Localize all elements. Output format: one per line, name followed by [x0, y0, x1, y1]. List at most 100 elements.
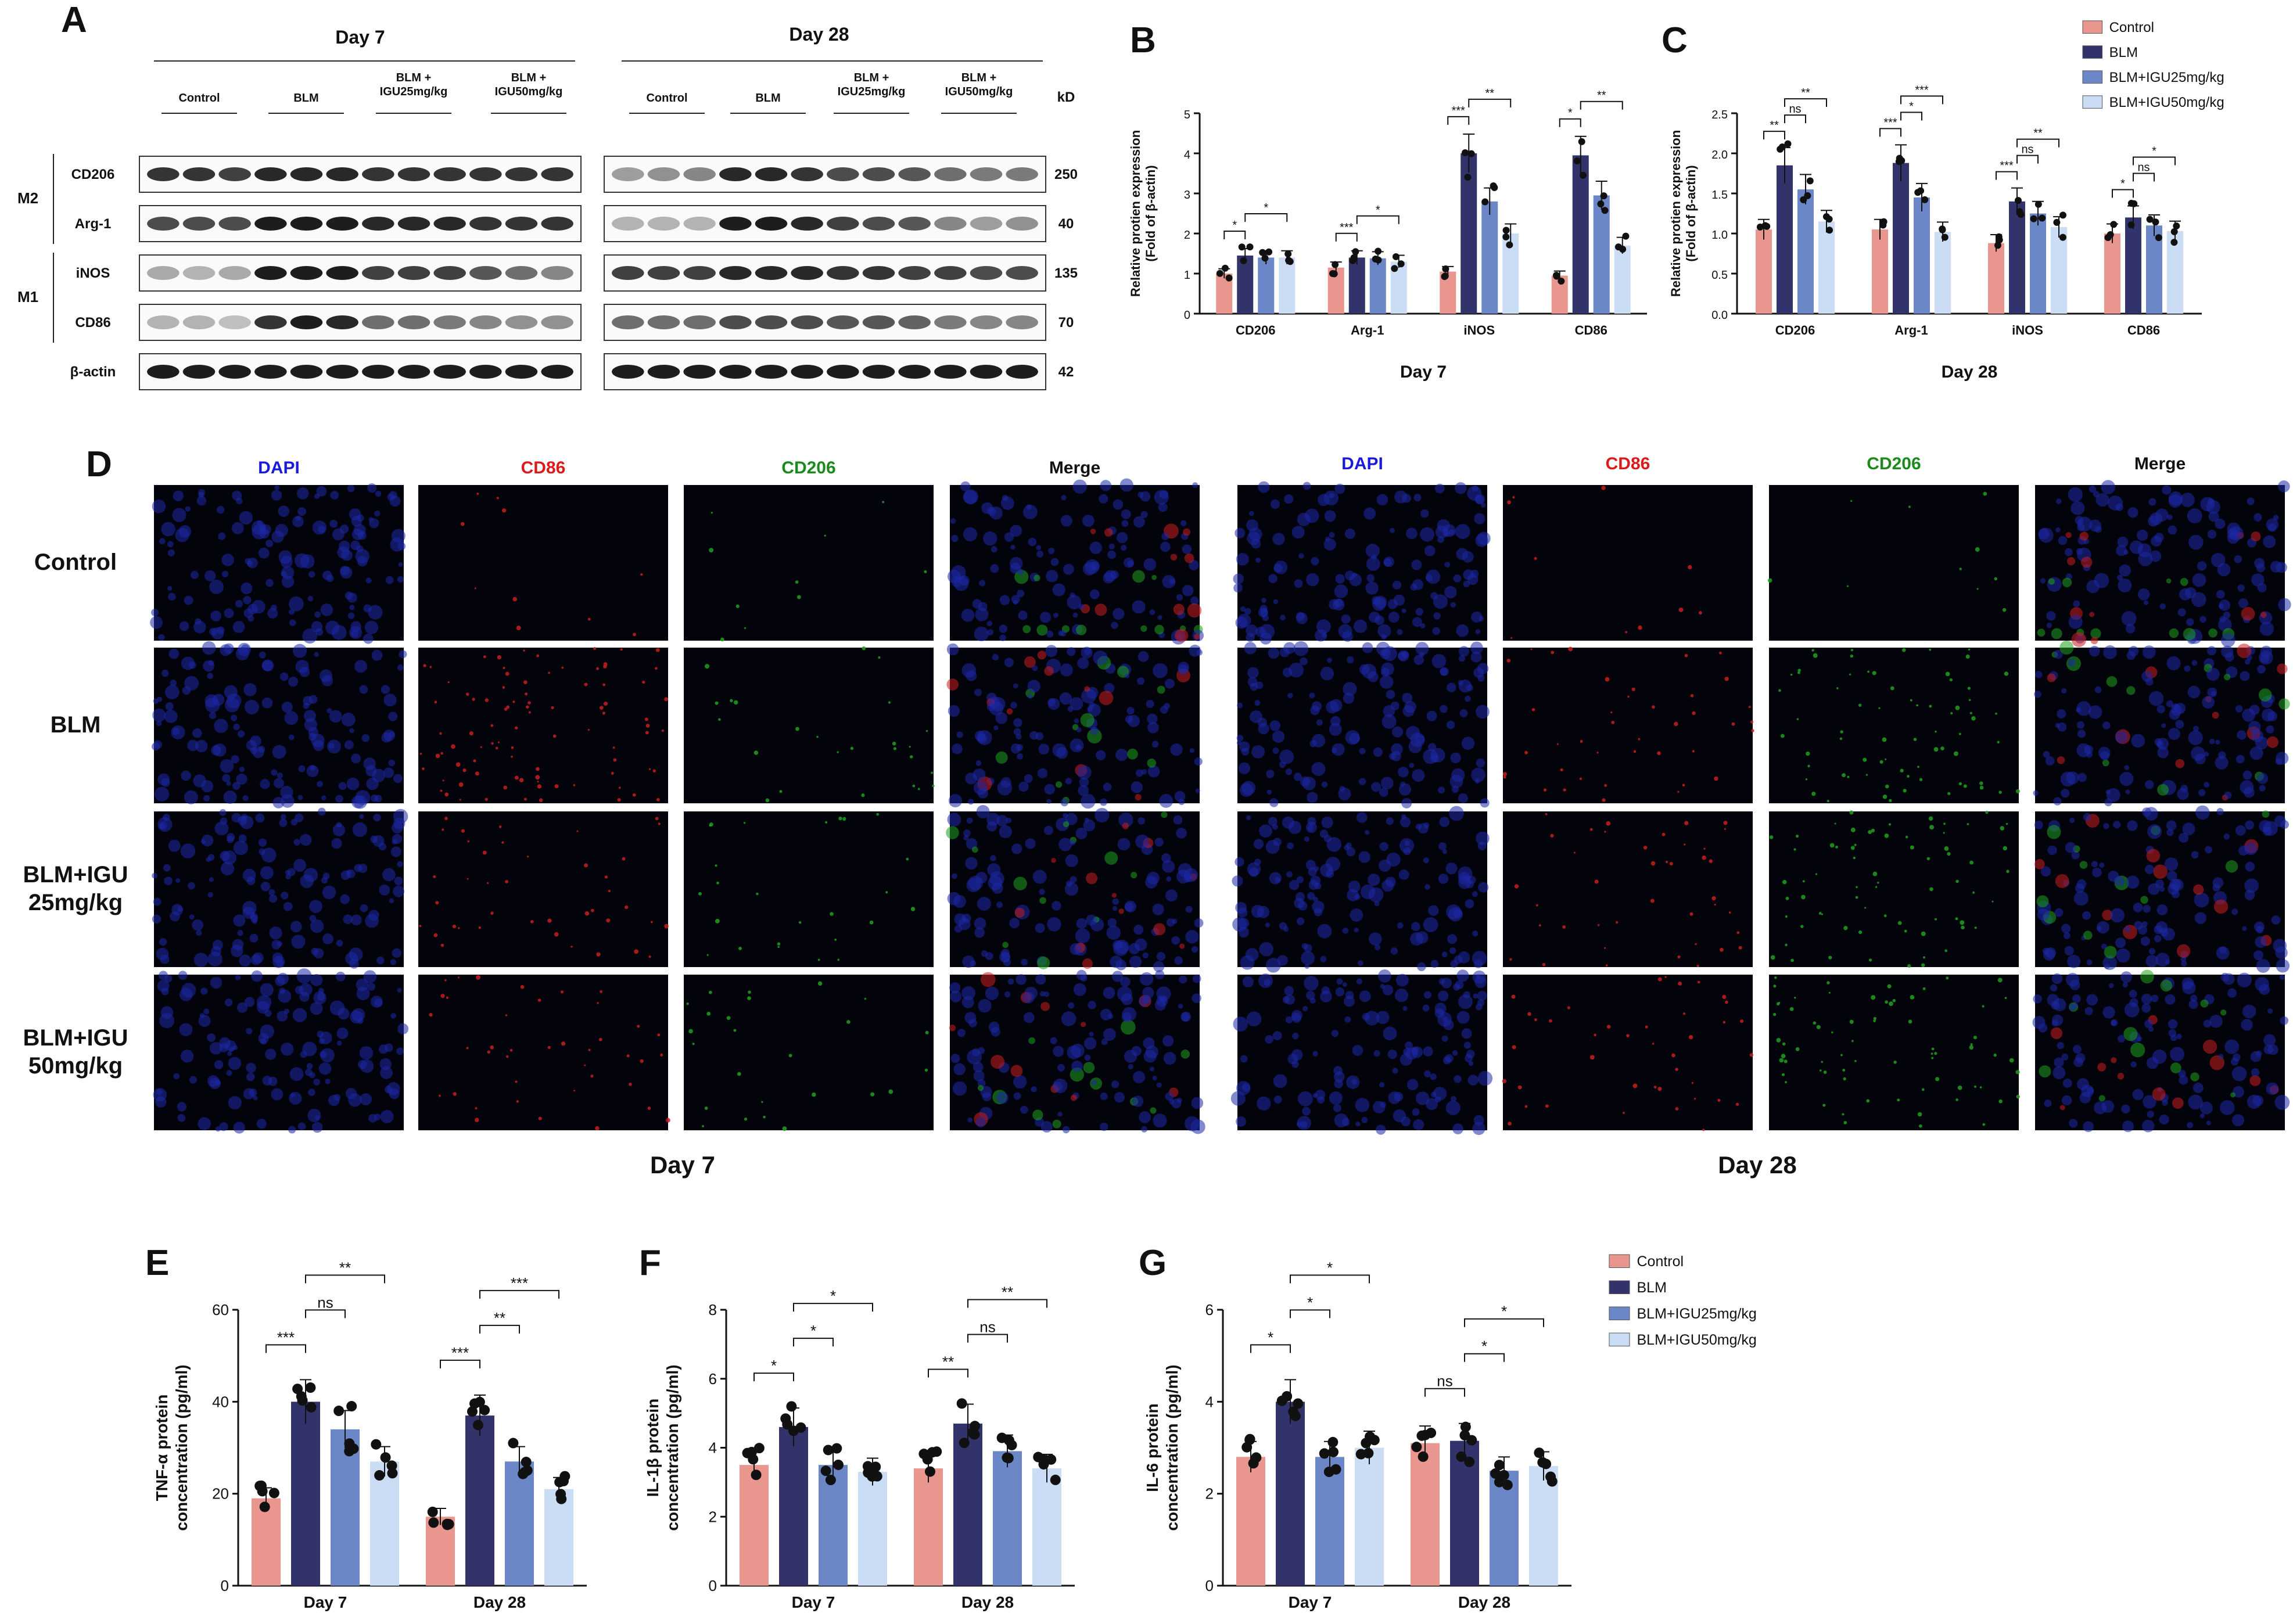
cell-dot	[2175, 720, 2184, 729]
cell-dot	[2156, 705, 2165, 714]
cell-dot	[1435, 483, 1445, 494]
cell-dot	[242, 868, 256, 882]
cell-dot	[2207, 687, 2217, 698]
cell-dot	[1164, 678, 1175, 689]
cell-dot	[480, 746, 482, 748]
cell-dot	[170, 680, 177, 687]
sig-bracket	[1784, 98, 1827, 107]
cell-dot	[1279, 647, 1290, 657]
cell-dot	[1320, 955, 1327, 962]
blot-band	[827, 217, 859, 231]
cell-dot	[2255, 936, 2267, 948]
cell-dot	[1140, 491, 1151, 502]
cell-dot	[235, 975, 241, 980]
cell-dot	[1297, 1091, 1313, 1106]
cell-dot	[1365, 830, 1370, 835]
cell-dot	[1382, 985, 1394, 996]
blot-band	[469, 365, 502, 379]
data-point	[1418, 1451, 1429, 1462]
cell-dot	[2230, 1092, 2235, 1098]
cell-dot	[2061, 924, 2071, 933]
cell-dot	[1326, 700, 1339, 714]
blot-band	[934, 365, 967, 379]
kd-value: 70	[1058, 315, 1074, 330]
label-line: *	[1268, 1328, 1273, 1346]
cell-dot	[357, 1018, 364, 1025]
cell-dot	[154, 786, 170, 802]
label-line: *	[1501, 1303, 1507, 1320]
cell-dot	[2175, 759, 2185, 768]
cell-dot	[1451, 1095, 1457, 1102]
data-point	[1804, 192, 1811, 199]
data-point	[922, 1454, 933, 1465]
cell-dot	[2129, 540, 2144, 554]
cell-dot	[1882, 737, 1887, 742]
data-point	[1880, 218, 1887, 225]
cell-dot	[1085, 559, 1100, 574]
cell-dot	[2192, 725, 2199, 732]
cell-dot	[1850, 846, 1855, 850]
cell-dot	[1124, 902, 1134, 912]
cell-dot	[1807, 764, 1810, 768]
cell-dot	[2256, 563, 2266, 573]
cell-dot	[277, 772, 284, 779]
bar	[2051, 227, 2067, 314]
label-line: 4	[1184, 149, 1190, 161]
cell-dot	[2040, 866, 2051, 877]
cell-dot	[153, 698, 159, 704]
cell-dot	[1233, 573, 1244, 585]
cell-dot	[1935, 730, 1937, 733]
label-line: 3	[1184, 189, 1190, 202]
cell-dot	[756, 892, 759, 896]
cell-dot	[946, 643, 959, 656]
cell-dot	[2176, 1033, 2182, 1040]
cell-dot	[1378, 969, 1391, 983]
sig-label: *	[1232, 219, 1237, 232]
group-label-day7: Control	[178, 92, 220, 105]
sig-bracket	[2133, 156, 2176, 166]
cell-dot	[1239, 783, 1254, 797]
cell-dot	[964, 1012, 977, 1024]
cell-dot	[1458, 655, 1465, 662]
bar	[993, 1451, 1022, 1586]
cell-dot	[1387, 1050, 1398, 1059]
data-point	[833, 1459, 844, 1470]
cell-dot	[1358, 851, 1370, 863]
cell-dot	[372, 835, 385, 847]
cell-dot	[2082, 911, 2091, 920]
cell-dot	[2229, 526, 2244, 541]
cell-dot	[647, 1106, 651, 1110]
cell-dot	[2220, 972, 2230, 982]
m1-label: M1	[17, 288, 38, 306]
cell-dot	[1506, 659, 1511, 663]
cell-dot	[2168, 1019, 2178, 1029]
cell-dot	[429, 666, 432, 669]
cell-dot	[1979, 781, 1983, 785]
cell-dot	[1677, 955, 1681, 959]
cell-dot	[1074, 718, 1079, 724]
cell-dot	[1002, 494, 1009, 501]
blot-band	[791, 217, 823, 231]
label-line: (Fold of β-actin)	[1684, 165, 1698, 261]
cell-dot	[1282, 667, 1293, 678]
cell-dot	[2076, 701, 2091, 716]
cell-dot	[1056, 781, 1063, 788]
cell-dot	[1046, 799, 1052, 804]
cell-dot	[2169, 879, 2181, 891]
label-line: BLM+IGU25mg/kg	[1637, 1306, 1757, 1322]
cell-dot	[314, 493, 320, 499]
cell-dot	[995, 712, 1008, 724]
tile-bg	[418, 811, 668, 967]
cell-dot	[2187, 508, 2202, 523]
kd-label: kD	[1057, 89, 1075, 105]
cell-dot	[2003, 846, 2008, 851]
label-line: BLM +	[961, 71, 997, 84]
label-line: ***	[1452, 105, 1466, 117]
cell-dot	[1358, 778, 1366, 785]
cell-dot	[2227, 988, 2237, 998]
label-line: Control	[646, 92, 687, 105]
cell-dot	[363, 633, 374, 644]
data-point	[820, 1465, 831, 1476]
label-line: BLM+IGU50mg/kg	[2109, 95, 2224, 110]
data-point	[1826, 227, 1833, 234]
